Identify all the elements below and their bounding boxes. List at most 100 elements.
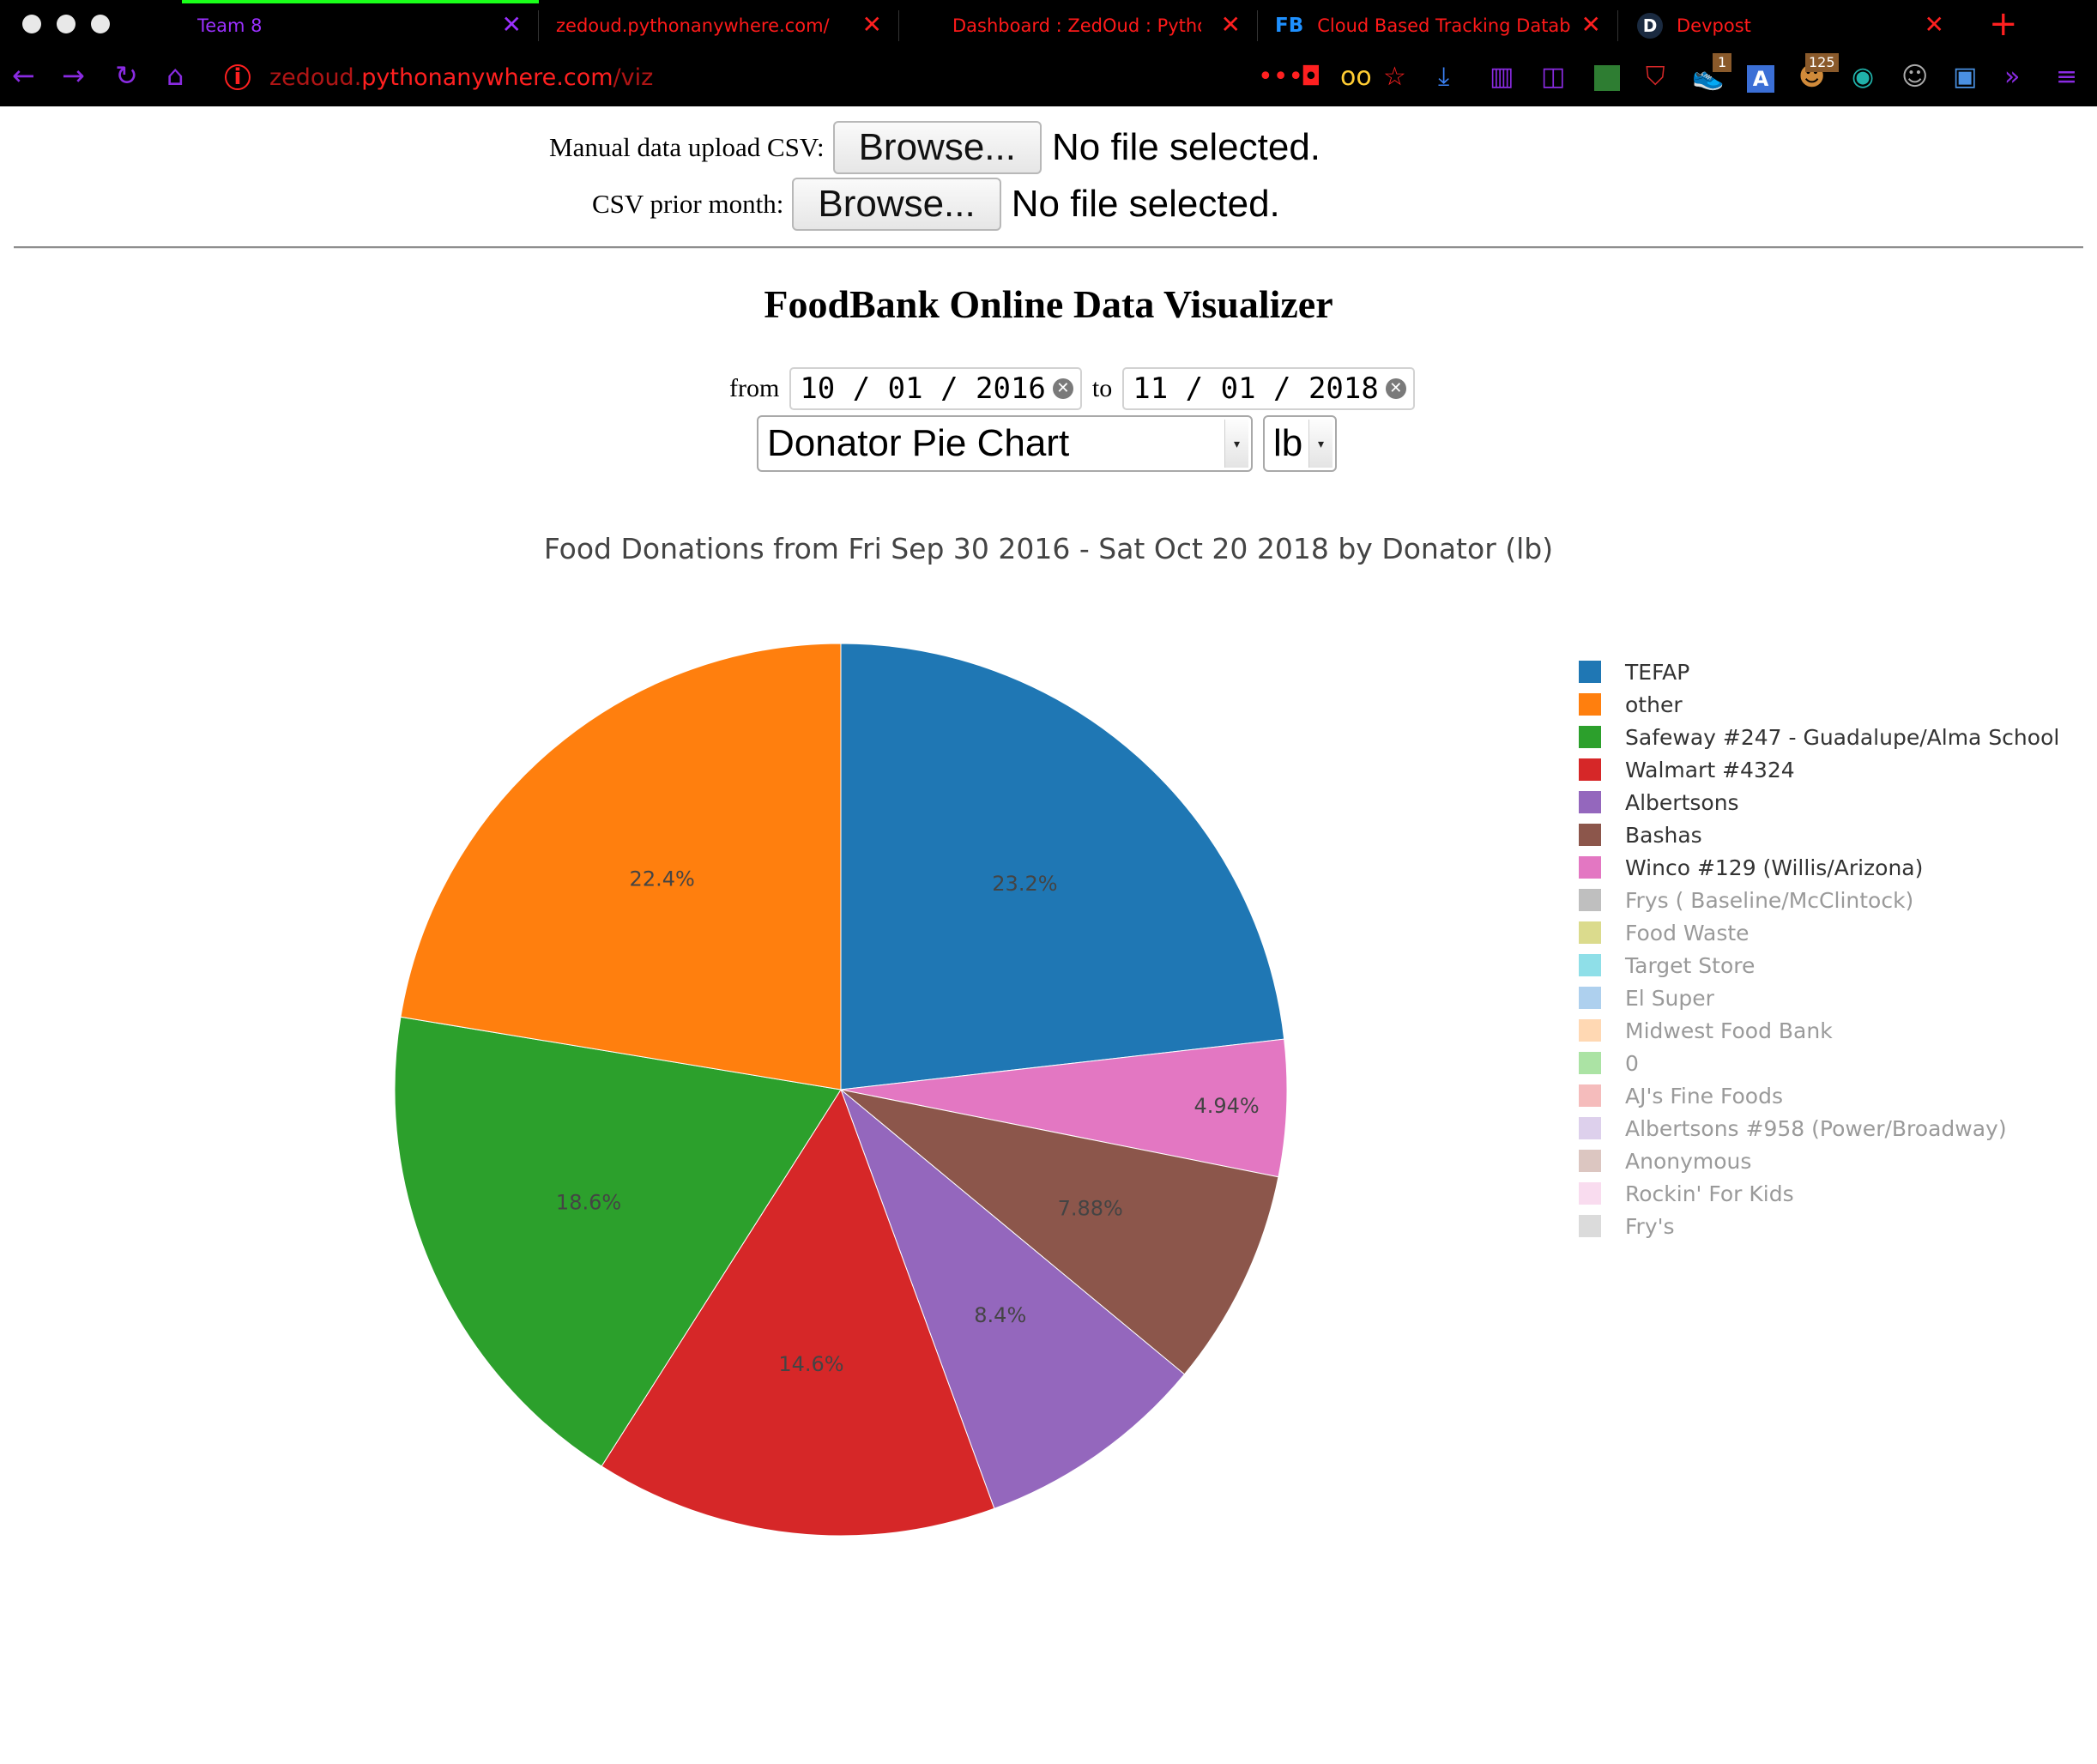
legend-swatch: [1579, 1052, 1601, 1074]
unit-select[interactable]: lb ▾: [1263, 415, 1337, 472]
legend-label: other: [1625, 692, 1683, 717]
save-disk-icon[interactable]: ▣: [1953, 62, 1978, 92]
close-icon[interactable]: ✕: [1580, 10, 1601, 39]
legend-swatch: [1579, 856, 1601, 879]
legend-swatch: [1579, 889, 1601, 911]
tab-devpost[interactable]: D Devpost ✕: [1618, 0, 1961, 51]
pie-slice-albertsons[interactable]: [839, 1088, 1186, 1509]
legend-swatch: [1579, 1084, 1601, 1107]
legend-item[interactable]: Safeway #247 - Guadalupe/Alma School: [1579, 721, 2059, 753]
browser-chrome: Team 8 ✕ zedoud.pythonanywhere.com/ ✕ Da…: [0, 0, 2097, 106]
legend-item[interactable]: other: [1579, 688, 1683, 721]
legend-item[interactable]: Fry's: [1579, 1210, 1675, 1242]
legend-item[interactable]: Food Waste: [1579, 916, 1750, 949]
legend-item[interactable]: El Super: [1579, 982, 1714, 1014]
legend-item[interactable]: Midwest Food Bank: [1579, 1014, 1833, 1047]
url-bar[interactable]: i zedoud. pythonanywhere.com/viz: [225, 58, 653, 96]
legend-swatch: [1579, 1019, 1601, 1042]
back-arrow-icon[interactable]: ←: [12, 59, 35, 92]
tab-cloud-tracking[interactable]: FB Cloud Based Tracking Datab ✕: [1258, 0, 1618, 51]
chart-type-select[interactable]: Donator Pie Chart ▾: [757, 415, 1253, 472]
to-date-input[interactable]: 11 / 01 / 2018 ✕: [1122, 367, 1415, 410]
legend-item[interactable]: Winco #129 (Willis/Arizona): [1579, 851, 1923, 884]
pie-slice-winco-129-willis-arizona[interactable]: [840, 1038, 1288, 1178]
tab-title: zedoud.pythonanywhere.com/: [556, 15, 830, 36]
prior-month-label: CSV prior month:: [592, 189, 784, 219]
clear-date-icon[interactable]: ✕: [1052, 378, 1073, 399]
from-date-input[interactable]: 10 / 01 / 2016 ✕: [789, 367, 1082, 410]
legend-item[interactable]: 0: [1579, 1047, 1639, 1079]
legend-swatch: [1579, 1182, 1601, 1205]
horizontal-divider: [14, 246, 2083, 249]
legend-item[interactable]: Rockin' For Kids: [1579, 1177, 1794, 1210]
tab-title: Dashboard : ZedOud : Pytho: [952, 15, 1201, 36]
legend-item[interactable]: Albertsons: [1579, 786, 1739, 819]
from-label: from: [729, 374, 780, 402]
menu-hamburger-icon[interactable]: ≡: [2056, 62, 2078, 92]
close-icon[interactable]: ✕: [1924, 10, 1944, 39]
library-icon[interactable]: ▥: [1490, 62, 1514, 92]
site-info-icon[interactable]: i: [225, 64, 251, 90]
extension-target-icon[interactable]: ◉: [1852, 62, 1875, 92]
pie-slice-walmart-4324[interactable]: [601, 1088, 995, 1537]
legend-swatch: [1579, 726, 1601, 748]
window-minimize-button[interactable]: [57, 15, 76, 33]
pie-slice-other[interactable]: [400, 643, 842, 1090]
overflow-chevron-icon[interactable]: »: [2004, 62, 2021, 92]
close-icon[interactable]: ✕: [861, 10, 882, 39]
close-icon[interactable]: ✕: [501, 10, 522, 39]
bookmark-star-icon[interactable]: ☆: [1383, 62, 1406, 92]
legend-swatch: [1579, 1150, 1601, 1172]
window-zoom-button[interactable]: [91, 15, 110, 33]
chart-type-value: Donator Pie Chart: [767, 422, 1070, 464]
forward-arrow-icon[interactable]: →: [62, 59, 85, 92]
legend-swatch: [1579, 824, 1601, 846]
fb-favicon-icon: FB: [1275, 15, 1304, 37]
legend-swatch: [1579, 954, 1601, 976]
tab-zedoud[interactable]: zedoud.pythonanywhere.com/ ✕: [539, 0, 899, 51]
extension-count-badge: 125: [1805, 53, 1839, 72]
legend-item[interactable]: Frys ( Baseline/McClintock): [1579, 884, 1913, 916]
legend-label: Fry's: [1625, 1213, 1675, 1239]
close-icon[interactable]: ✕: [1220, 10, 1241, 39]
new-tab-button[interactable]: +: [1989, 4, 2018, 44]
pie-slice-tefap[interactable]: [840, 643, 1285, 1090]
legend-item[interactable]: Target Store: [1579, 949, 1755, 982]
pocket-icon[interactable]: ◘: [1301, 62, 1321, 92]
prior-month-browse-button[interactable]: Browse...: [792, 178, 1001, 231]
ublock-icon[interactable]: ⛉: [1646, 62, 1665, 92]
home-icon[interactable]: ⌂: [166, 59, 184, 92]
translate-a-icon[interactable]: A: [1747, 65, 1774, 93]
legend-item[interactable]: Walmart #4324: [1579, 753, 1795, 786]
sidebar-icon[interactable]: ◫: [1541, 62, 1566, 92]
legend-item[interactable]: Anonymous: [1579, 1145, 1751, 1177]
extension-green-icon[interactable]: [1594, 65, 1620, 91]
pie-slice-bashas[interactable]: [840, 1089, 1279, 1375]
page-actions-icon[interactable]: •••: [1258, 62, 1304, 92]
clear-date-icon[interactable]: ✕: [1385, 378, 1406, 399]
prior-month-upload-row: CSV prior month: Browse... No file selec…: [592, 178, 1280, 231]
legend-label: 0: [1625, 1050, 1639, 1076]
extension-ghost-icon[interactable]: ☺: [1901, 62, 1929, 92]
dropdown-arrow-icon: ▾: [1224, 420, 1248, 468]
legend-label: Anonymous: [1625, 1148, 1752, 1174]
url-prefix: zedoud.: [269, 63, 362, 91]
manual-upload-status: No file selected.: [1051, 126, 1321, 168]
legend-item[interactable]: Bashas: [1579, 819, 1702, 851]
tab-team-8[interactable]: Team 8 ✕: [182, 0, 539, 51]
legend-item[interactable]: Albertsons #958 (Power/Broadway): [1579, 1112, 2007, 1145]
legend-item[interactable]: TEFAP: [1579, 655, 1689, 688]
from-date-value: 10 / 01 / 2016: [800, 372, 1046, 406]
reload-icon[interactable]: ↻: [115, 59, 138, 92]
manual-upload-browse-button[interactable]: Browse...: [832, 121, 1042, 174]
window-close-button[interactable]: [22, 15, 41, 33]
pie-slice-safeway-247-guadalupe-alma-school[interactable]: [394, 1016, 842, 1467]
legend-item[interactable]: AJ's Fine Foods: [1579, 1079, 1783, 1112]
legend-label: Safeway #247 - Guadalupe/Alma School: [1625, 724, 2060, 750]
reader-mode-icon[interactable]: oo: [1340, 62, 1372, 92]
tab-dashboard[interactable]: Dashboard : ZedOud : Pytho ✕: [899, 0, 1258, 51]
to-label: to: [1091, 374, 1113, 402]
download-icon[interactable]: ⤓: [1438, 62, 1450, 92]
prior-month-status: No file selected.: [1011, 183, 1280, 225]
legend-swatch: [1579, 693, 1601, 716]
